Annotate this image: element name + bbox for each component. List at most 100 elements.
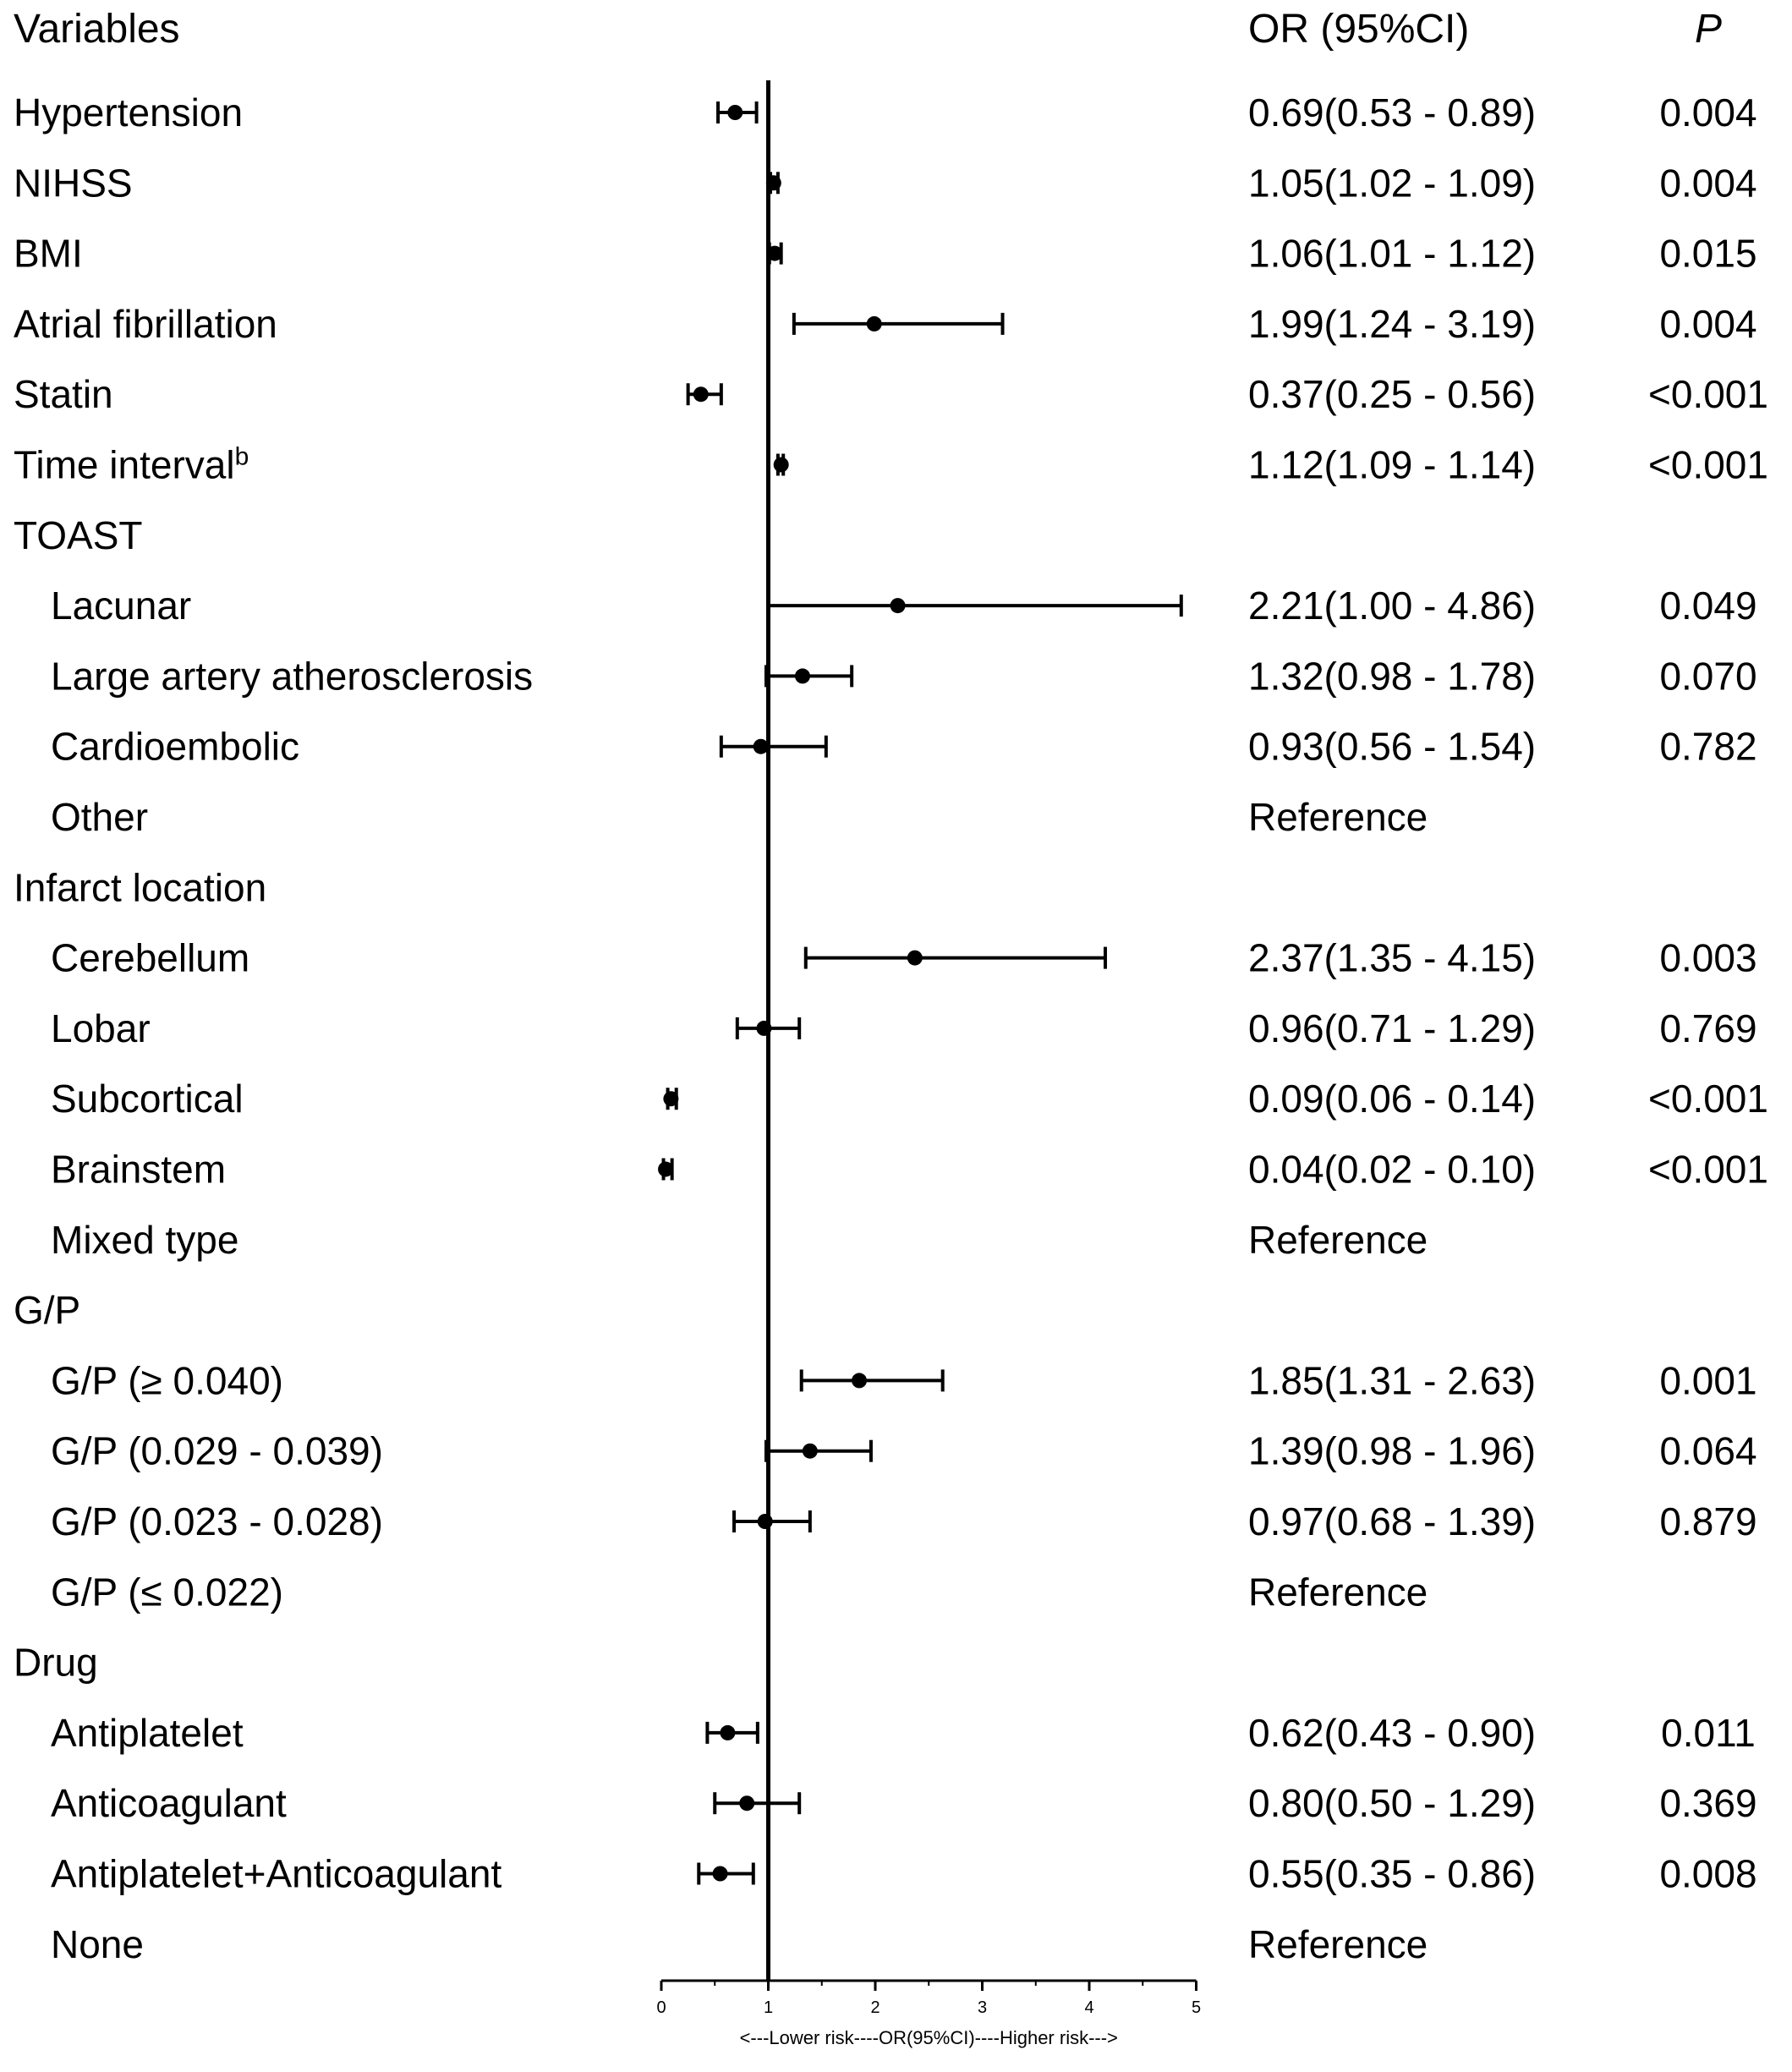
row-or-ci: 0.69(0.53 - 0.89) <box>1248 90 1536 134</box>
x-tick-label: 2 <box>870 1998 880 2017</box>
header-variables: Variables <box>14 7 180 52</box>
x-tick-label: 4 <box>1084 1998 1093 2017</box>
row-p-value: 0.015 <box>1659 232 1756 276</box>
or-point <box>907 950 923 966</box>
row-label: Brainstem <box>51 1148 226 1192</box>
row-or-ci: 2.21(1.00 - 4.86) <box>1248 584 1536 628</box>
or-point <box>693 386 709 403</box>
row-p-value: 0.008 <box>1659 1852 1756 1896</box>
x-tick-label: 3 <box>978 1998 987 2017</box>
x-tick-label: 1 <box>764 1998 773 2017</box>
row-label: Atrial fibrillation <box>14 302 277 346</box>
row-label: Lobar <box>51 1006 151 1050</box>
row-label: Lacunar <box>51 584 191 628</box>
x-axis: 0 1 2 3 4 5 <---Lower risk----OR(95%CI)----Hi… <box>656 80 1201 2048</box>
row-label: G/P (≥ 0.040) <box>51 1358 283 1402</box>
row-label: Large artery atherosclerosis <box>51 654 533 698</box>
row-or-ci: 0.55(0.35 - 0.86) <box>1248 1852 1536 1896</box>
or-point <box>802 1443 818 1459</box>
or-point <box>712 1866 728 1882</box>
row-label: Drug <box>14 1641 98 1685</box>
header-or: OR (95%CI) <box>1248 7 1469 52</box>
row-or-ci: 1.06(1.01 - 1.12) <box>1248 232 1536 276</box>
row-or-ci: 1.39(0.98 - 1.96) <box>1248 1429 1536 1473</box>
row-p-value: 0.782 <box>1659 725 1756 769</box>
row-p-value: <0.001 <box>1648 443 1768 487</box>
row-label: G/P (0.029 - 0.039) <box>51 1429 383 1473</box>
column-headers: Variables OR (95%CI) P <box>14 7 1722 52</box>
row-p-value: 0.070 <box>1659 654 1756 698</box>
row-label: G/P (≤ 0.022) <box>51 1570 283 1614</box>
row-or-ci: 1.99(1.24 - 3.19) <box>1248 302 1536 346</box>
row-or-ci: 0.93(0.56 - 1.54) <box>1248 725 1536 769</box>
row-label: Antiplatelet+Anticoagulant <box>51 1852 501 1896</box>
row-label: None <box>51 1922 144 1966</box>
row-label: Subcortical <box>51 1077 244 1121</box>
row-p-value: 0.004 <box>1659 161 1756 205</box>
row-or-ci: 0.62(0.43 - 0.90) <box>1248 1711 1536 1755</box>
row-p-value: <0.001 <box>1648 1077 1768 1121</box>
row-label: NIHSS <box>14 161 133 205</box>
row-or-ci: 0.37(0.25 - 0.56) <box>1248 372 1536 416</box>
row-p-value: 0.011 <box>1661 1711 1756 1755</box>
or-point <box>794 668 810 684</box>
row-label: BMI <box>14 232 83 276</box>
or-point <box>753 738 769 754</box>
row-or-ci: 0.04(0.02 - 0.10) <box>1248 1148 1536 1192</box>
row-or-ci: 0.80(0.50 - 1.29) <box>1248 1781 1536 1825</box>
x-tick-label: 5 <box>1192 1998 1201 2017</box>
row-p-value: 0.879 <box>1659 1499 1756 1543</box>
row-label: TOAST <box>14 513 143 557</box>
row-or-ci: 0.97(0.68 - 1.39) <box>1248 1499 1536 1543</box>
row-label: Antiplatelet <box>51 1711 244 1755</box>
row-label: Mixed type <box>51 1218 238 1262</box>
forest-rows: Hypertension 0.69(0.53 - 0.89) 0.004 NIHSS 1… <box>14 90 1768 1966</box>
or-point <box>739 1795 755 1812</box>
row-label: Hypertension <box>14 90 243 134</box>
row-label: Anticoagulant <box>51 1781 287 1825</box>
or-point <box>757 1514 773 1529</box>
row-p-value: <0.001 <box>1648 372 1768 416</box>
x-axis-ticks: 0 1 2 3 4 5 <box>656 1981 1201 2017</box>
row-or-ci: Reference <box>1248 1218 1428 1262</box>
row-p-value: 0.769 <box>1659 1006 1756 1050</box>
or-point <box>663 1091 679 1107</box>
row-p-value: 0.003 <box>1659 936 1756 980</box>
row-or-ci: 1.32(0.98 - 1.78) <box>1248 654 1536 698</box>
row-p-value: 0.004 <box>1659 90 1756 134</box>
row-or-ci: 1.05(1.02 - 1.09) <box>1248 161 1536 205</box>
row-or-ci: Reference <box>1248 1570 1428 1614</box>
row-label: G/P <box>14 1288 80 1332</box>
row-label: Time intervalb <box>14 442 249 487</box>
row-p-value: 0.001 <box>1659 1358 1756 1402</box>
row-p-value: 0.049 <box>1659 584 1756 628</box>
row-p-value: 0.004 <box>1659 302 1756 346</box>
x-axis-title: <---Lower risk----OR(95%CI)----Higher ri… <box>740 2027 1118 2048</box>
row-p-value: 0.064 <box>1659 1429 1756 1473</box>
or-point <box>852 1373 868 1389</box>
row-label: Other <box>51 795 148 839</box>
row-or-ci: 1.85(1.31 - 2.63) <box>1248 1358 1536 1402</box>
row-p-value: 0.369 <box>1659 1781 1756 1825</box>
or-point <box>773 457 789 473</box>
forest-marks <box>658 101 1183 1885</box>
or-point <box>866 315 882 332</box>
or-point <box>767 245 783 261</box>
row-p-value: <0.001 <box>1648 1148 1768 1192</box>
row-label: G/P (0.023 - 0.028) <box>51 1499 383 1543</box>
row-or-ci: 0.09(0.06 - 0.14) <box>1248 1077 1536 1121</box>
row-label: Cardioembolic <box>51 725 299 769</box>
header-p: P <box>1695 7 1722 52</box>
row-or-ci: 1.12(1.09 - 1.14) <box>1248 443 1536 487</box>
row-or-ci: 2.37(1.35 - 4.15) <box>1248 936 1536 980</box>
x-tick-label: 0 <box>656 1998 666 2017</box>
row-label: Infarct location <box>14 865 266 909</box>
row-label: Cerebellum <box>51 936 249 980</box>
or-point <box>720 1724 736 1740</box>
or-point <box>658 1161 674 1177</box>
row-or-ci: 0.96(0.71 - 1.29) <box>1248 1006 1536 1050</box>
row-or-ci: Reference <box>1248 795 1428 839</box>
row-or-ci: Reference <box>1248 1922 1428 1966</box>
row-label-superscript: b <box>235 442 249 470</box>
